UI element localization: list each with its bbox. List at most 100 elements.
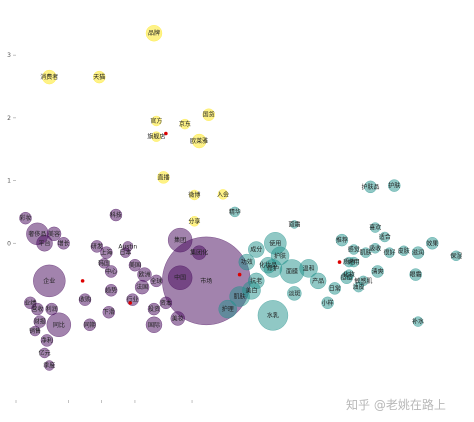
bubble-point: [167, 265, 193, 290]
point-label: 微博: [188, 191, 200, 199]
point-label: 日常: [329, 284, 341, 292]
point-label: 很好: [383, 249, 395, 257]
bubble-point: [335, 233, 349, 247]
point-label: 集团化: [190, 249, 208, 257]
point-label: 奢侈品: [28, 230, 46, 238]
bubble-point: [150, 274, 163, 288]
point-label: 分享: [188, 217, 200, 225]
point-label: 官方: [150, 117, 162, 125]
bubble-point: [179, 118, 191, 130]
bubble-point: [36, 235, 53, 252]
center-marker: [164, 131, 168, 136]
point-label: 京东: [179, 120, 191, 128]
point-label: 消费者: [40, 73, 58, 81]
point-label: 企业: [43, 277, 55, 285]
point-label: 水乳: [267, 311, 279, 319]
point-label: 小样: [322, 299, 334, 307]
point-label: 财报: [34, 318, 46, 326]
bubble-point: [371, 265, 384, 278]
point-label: 感觉: [348, 246, 360, 254]
points-layer: [19, 24, 462, 371]
y-tick-label: 3: [7, 52, 11, 59]
point-label: 美白: [246, 286, 258, 294]
bubble-point: [109, 208, 123, 222]
point-label: 集团: [174, 236, 186, 244]
point-label: 中国: [174, 274, 186, 282]
point-label: 痘痘: [341, 274, 353, 282]
bubble-point: [29, 325, 41, 337]
point-label: 旗舰店: [147, 133, 165, 141]
y-tick-label: 2: [7, 115, 11, 122]
bubble-point: [42, 69, 57, 85]
point-label: 吸收: [369, 244, 381, 252]
point-label: 面膜: [286, 267, 298, 275]
point-label: 欧莱雅: [190, 137, 208, 145]
bubble-point: [384, 247, 395, 258]
bubble-point: [328, 282, 342, 295]
bubble-point: [202, 108, 215, 121]
point-label: 研发: [91, 242, 103, 250]
point-label: 皮肤: [398, 247, 410, 255]
bubble-point: [287, 286, 302, 301]
point-label: 收购: [79, 296, 91, 304]
point-label: 直播: [157, 173, 169, 181]
point-label: 成分: [250, 246, 262, 254]
bubble-point: [170, 311, 186, 326]
bubble-point: [157, 171, 170, 184]
bubble-point: [259, 256, 277, 274]
bubble-point: [120, 247, 131, 258]
bubble-point: [379, 231, 390, 243]
point-label: 温和: [303, 264, 315, 272]
point-label: 质地: [343, 258, 355, 266]
point-label: 天猫: [93, 73, 105, 81]
bubble-point: [78, 293, 92, 306]
point-label: 欧洲: [138, 271, 150, 279]
bubble-point: [189, 189, 200, 201]
point-label: 科技: [110, 211, 122, 219]
bubble-point: [343, 269, 355, 280]
point-label: 平台: [39, 239, 51, 247]
bubble-point: [46, 226, 62, 242]
point-label: 入会: [217, 190, 229, 198]
point-label: 效果: [426, 239, 438, 247]
point-label: 全球: [150, 277, 162, 285]
point-label: 眼霜: [410, 272, 422, 279]
bubble-point: [167, 227, 193, 253]
bubble-point: [217, 189, 229, 200]
point-label: 化妆: [343, 271, 355, 279]
bubble-point: [90, 240, 104, 253]
point-label: 补水: [412, 318, 424, 326]
bubble-point: [191, 245, 207, 260]
point-label: 净利: [41, 336, 53, 344]
bubble-point: [450, 250, 462, 262]
point-label: 投资: [148, 305, 160, 313]
point-label: 销售: [29, 327, 41, 335]
center-marker: [128, 301, 132, 305]
bubble-point: [360, 247, 371, 258]
bubble-point: [145, 316, 163, 334]
point-label: 面霜: [288, 221, 300, 228]
bubble-point: [191, 133, 207, 149]
point-label: 中心: [105, 267, 117, 275]
bubble-point: [31, 302, 44, 316]
point-label: 利润: [46, 305, 58, 313]
point-label: 护肤: [388, 182, 400, 190]
bubble-point: [45, 302, 58, 316]
bubble-point: [369, 243, 381, 254]
bubble-point: [40, 334, 54, 347]
point-label: 行业: [127, 296, 139, 304]
point-label: 同比: [53, 321, 65, 329]
bubble-point: [128, 258, 142, 272]
point-label: 护肤品: [361, 183, 379, 191]
bubble-point: [248, 272, 265, 290]
bubble-point: [189, 216, 200, 227]
point-label: 化妆品: [259, 261, 277, 269]
point-label: 推荐: [336, 236, 348, 244]
point-label: 使用: [269, 239, 281, 247]
bubble-point: [46, 312, 72, 338]
watermark-text: 知乎 @老姚在路上: [346, 398, 446, 412]
bubble-point: [83, 318, 96, 332]
point-label: 敏感肌: [354, 277, 372, 285]
bubble-point: [229, 206, 241, 218]
point-label: 美国: [129, 261, 141, 269]
